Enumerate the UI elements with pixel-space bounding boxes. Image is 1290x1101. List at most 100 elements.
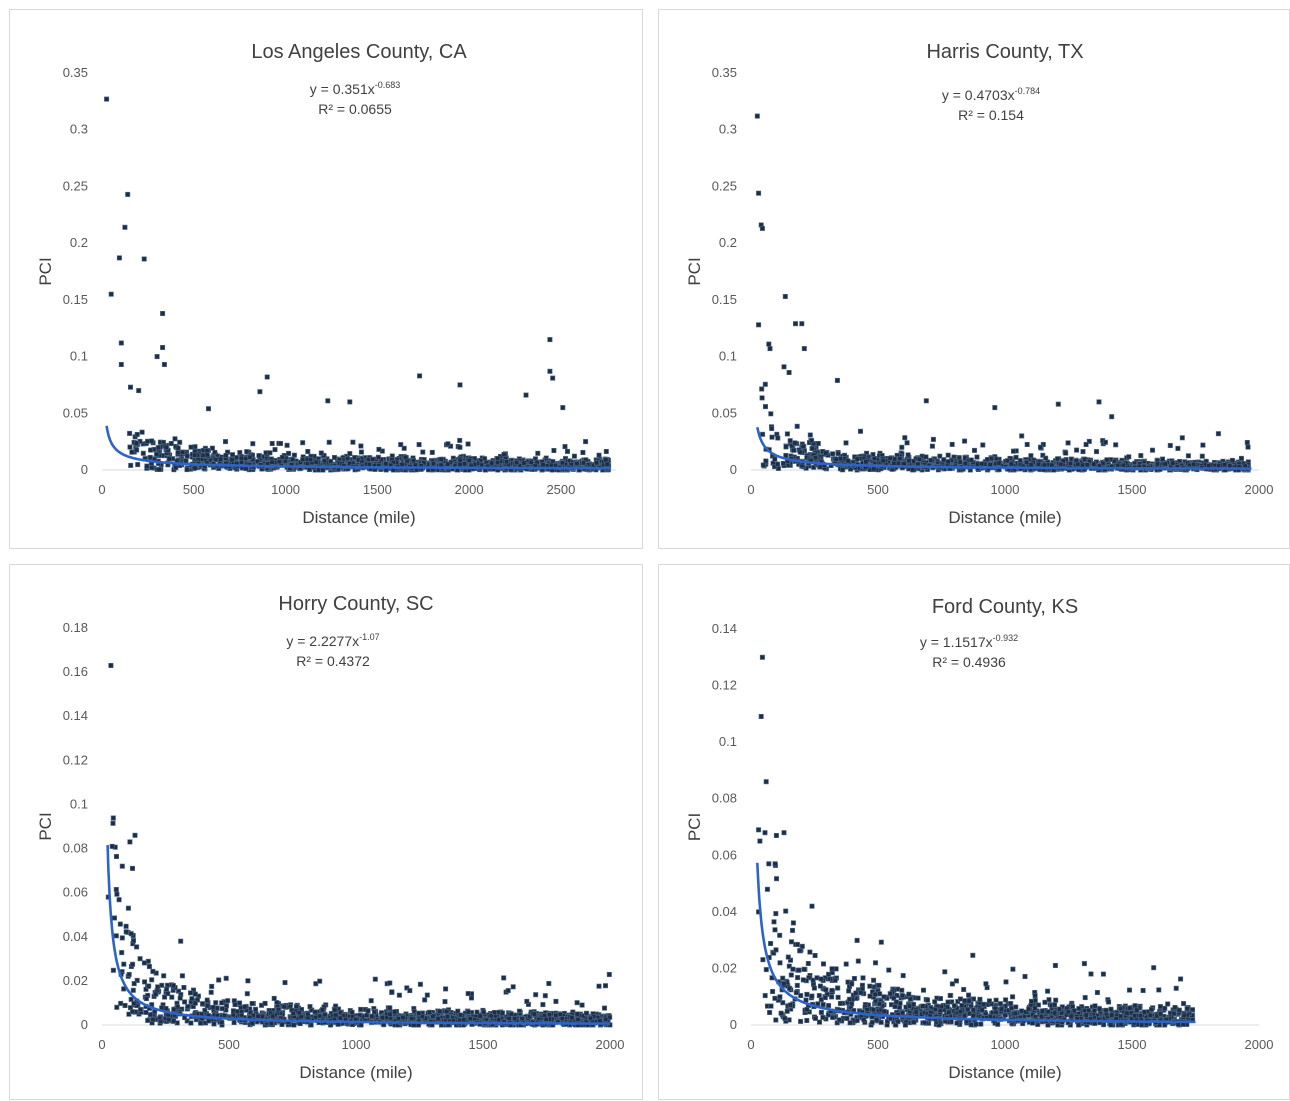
- data-point: [907, 1004, 911, 1008]
- x-tick-label: 0: [98, 1037, 105, 1052]
- data-point: [1139, 453, 1143, 457]
- data-point: [1010, 995, 1014, 999]
- data-point: [806, 961, 810, 965]
- data-point: [800, 322, 804, 326]
- x-tick-label: 2000: [455, 482, 484, 497]
- data-point: [561, 405, 565, 409]
- data-point: [831, 452, 835, 456]
- data-point: [989, 456, 993, 460]
- data-point: [971, 953, 975, 957]
- data-point: [790, 928, 794, 932]
- data-point: [878, 992, 882, 996]
- data-point: [789, 940, 793, 944]
- scatter-chart: Harris County, TX00.050.10.150.20.250.30…: [659, 10, 1290, 550]
- data-point: [134, 448, 138, 452]
- data-point: [905, 441, 909, 445]
- data-point: [1149, 1007, 1153, 1011]
- data-point: [604, 1017, 608, 1021]
- data-point: [881, 459, 885, 463]
- data-point: [604, 449, 608, 453]
- data-point: [369, 999, 373, 1003]
- data-point: [193, 1001, 197, 1005]
- data-point: [808, 950, 812, 954]
- data-point: [764, 967, 768, 971]
- data-point: [845, 1016, 849, 1020]
- data-point: [972, 448, 976, 452]
- data-point: [207, 1019, 211, 1023]
- data-point: [581, 450, 585, 454]
- data-point: [297, 1011, 301, 1015]
- data-point: [813, 456, 817, 460]
- data-point: [164, 987, 168, 991]
- data-point: [844, 962, 848, 966]
- data-point: [329, 459, 333, 463]
- data-point: [770, 435, 774, 439]
- data-point: [767, 342, 771, 346]
- data-point: [830, 967, 834, 971]
- data-point: [388, 1012, 392, 1016]
- data-point: [156, 445, 160, 449]
- data-point: [469, 996, 473, 1000]
- data-point: [129, 932, 133, 936]
- data-point: [321, 468, 325, 472]
- data-point: [793, 322, 797, 326]
- data-point: [245, 450, 249, 454]
- data-point: [1141, 988, 1145, 992]
- data-point: [393, 1010, 397, 1014]
- data-point: [151, 1017, 155, 1021]
- data-point: [1045, 989, 1049, 993]
- data-point: [975, 455, 979, 459]
- data-point: [921, 1004, 925, 1008]
- data-point: [211, 1005, 215, 1009]
- data-point: [795, 424, 799, 428]
- data-point: [172, 1007, 176, 1011]
- data-point: [834, 457, 838, 461]
- data-point: [604, 458, 608, 462]
- data-point: [830, 1015, 834, 1019]
- data-point: [805, 1018, 809, 1022]
- y-tick-label: 0.12: [712, 678, 737, 693]
- data-point: [950, 442, 954, 446]
- data-point: [160, 983, 164, 987]
- data-point: [104, 97, 108, 101]
- data-point: [186, 1004, 190, 1008]
- data-point: [124, 924, 128, 928]
- data-point: [164, 445, 168, 449]
- data-point: [836, 986, 840, 990]
- data-point: [132, 981, 136, 985]
- data-point: [1245, 440, 1249, 444]
- x-axis-label: Distance (mile): [948, 1063, 1061, 1082]
- data-point: [760, 226, 764, 230]
- y-tick-label: 0.1: [719, 349, 737, 364]
- data-point: [397, 993, 401, 997]
- x-tick-label: 500: [867, 1037, 889, 1052]
- data-point: [597, 984, 601, 988]
- data-point: [220, 1007, 224, 1011]
- data-point: [128, 840, 132, 844]
- data-point: [788, 439, 792, 443]
- data-point: [892, 461, 896, 465]
- data-point: [118, 922, 122, 926]
- data-point: [575, 461, 579, 465]
- y-tick-label: 0.3: [70, 122, 88, 137]
- x-tick-label: 1500: [1118, 482, 1147, 497]
- data-point: [581, 461, 585, 465]
- data-point: [333, 1008, 337, 1012]
- data-point: [226, 999, 230, 1003]
- r-squared-label: R² = 0.4372: [296, 653, 370, 669]
- data-point: [547, 981, 551, 985]
- data-point: [189, 445, 193, 449]
- data-point: [359, 450, 363, 454]
- data-point: [160, 311, 164, 315]
- data-point: [1228, 464, 1232, 468]
- data-point: [755, 114, 759, 118]
- y-tick-label: 0.35: [712, 65, 737, 80]
- data-point: [404, 455, 408, 459]
- data-point: [900, 445, 904, 449]
- data-point: [246, 979, 250, 983]
- data-point: [784, 445, 788, 449]
- data-point: [1239, 456, 1243, 460]
- data-point: [209, 990, 213, 994]
- data-point: [119, 362, 123, 366]
- data-point: [1009, 1001, 1013, 1005]
